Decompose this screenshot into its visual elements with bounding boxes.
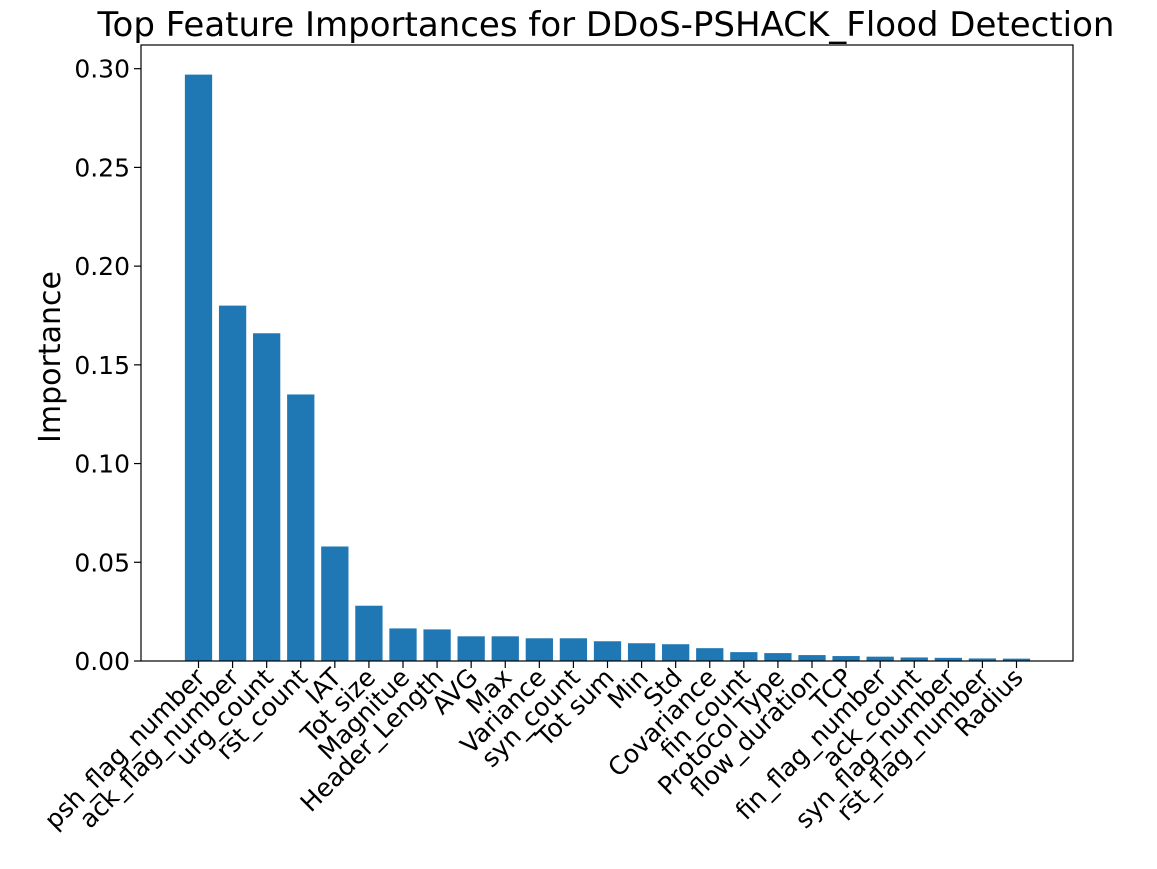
bar	[627, 643, 656, 661]
bar	[662, 644, 690, 661]
bar	[457, 636, 485, 661]
bar	[798, 655, 826, 661]
bar	[832, 656, 860, 661]
bar	[730, 652, 758, 661]
x-ticks-group: psh_flag_numberack_flag_numberurg_countr…	[39, 661, 1029, 835]
y-tick-label: 0.30	[74, 55, 130, 84]
y-axis-label: Importance	[33, 271, 68, 443]
y-tick-label: 0.20	[74, 252, 130, 281]
bar	[968, 658, 997, 661]
bar	[764, 653, 792, 661]
y-tick-label: 0.00	[74, 647, 130, 676]
bar	[218, 305, 247, 661]
bar	[525, 638, 553, 661]
y-tick-label: 0.15	[74, 351, 130, 380]
bar	[321, 546, 349, 661]
bar	[253, 333, 281, 661]
bar	[559, 638, 588, 661]
bar	[423, 629, 451, 661]
bar	[934, 657, 962, 661]
y-ticks-group: 0.00 0.05 0.10 0.15 0.20 0.25 0.30	[74, 55, 141, 676]
y-tick-label: 0.05	[74, 548, 130, 577]
bar	[491, 636, 519, 661]
bar	[696, 648, 724, 661]
bar	[593, 641, 622, 661]
bar	[184, 74, 213, 662]
bars-group	[184, 74, 1031, 662]
y-tick-label: 0.25	[74, 153, 130, 182]
bar	[287, 394, 315, 661]
bar	[866, 656, 894, 661]
plot-frame	[140, 44, 1074, 662]
bar	[355, 605, 383, 661]
chart-title: Top Feature Importances for DDoS-PSHACK_…	[97, 5, 1115, 45]
bar	[389, 628, 417, 661]
y-tick-label: 0.10	[74, 450, 130, 479]
bar	[1002, 658, 1031, 661]
bar	[900, 657, 928, 661]
